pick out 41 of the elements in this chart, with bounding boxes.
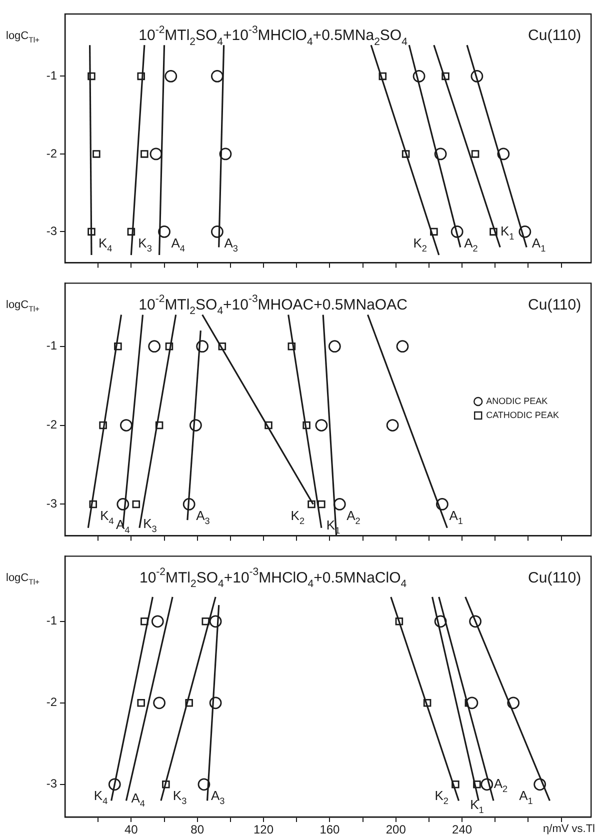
y-tick-label: -2 bbox=[46, 695, 58, 710]
y-tick-label: -1 bbox=[46, 614, 58, 628]
point bbox=[158, 226, 170, 238]
x-tick-label: 40 bbox=[124, 822, 138, 836]
y-tick-label: -3 bbox=[46, 496, 58, 511]
point bbox=[315, 419, 328, 432]
y-tick-label: -2 bbox=[46, 146, 58, 160]
point bbox=[92, 150, 100, 158]
x-tick-label: 240 bbox=[452, 822, 472, 836]
point bbox=[137, 699, 145, 707]
point bbox=[150, 148, 162, 160]
x-tick-label: 200 bbox=[386, 822, 406, 836]
x-axis-title: η/mV vs.Tl bbox=[543, 823, 596, 836]
y-tick-label: -1 bbox=[46, 68, 58, 83]
point bbox=[318, 500, 326, 508]
point bbox=[120, 419, 132, 432]
text: Cu(110) bbox=[528, 27, 582, 44]
y-tick-label: -2 bbox=[46, 418, 58, 432]
point bbox=[140, 150, 148, 158]
x-tick-label: 80 bbox=[190, 822, 204, 836]
point bbox=[148, 340, 161, 353]
x-tick-label: 120 bbox=[254, 822, 274, 836]
point bbox=[328, 340, 341, 353]
point bbox=[140, 618, 148, 626]
legend-label: CATHODIC PEAK bbox=[486, 410, 559, 420]
text: Cu(110) bbox=[528, 569, 582, 586]
point bbox=[132, 500, 140, 508]
point bbox=[386, 419, 399, 432]
point bbox=[396, 340, 409, 353]
point bbox=[164, 70, 178, 82]
point bbox=[211, 70, 224, 82]
y-tick-label: -3 bbox=[46, 776, 58, 791]
x-tick-label: 160 bbox=[320, 822, 340, 836]
point bbox=[471, 150, 480, 158]
legend-label: ANODIC PEAK bbox=[486, 396, 548, 406]
text: Cu(110) bbox=[528, 296, 582, 314]
point bbox=[151, 615, 164, 628]
y-tick-label: -3 bbox=[46, 224, 58, 238]
point bbox=[153, 696, 166, 710]
y-tick-label: -1 bbox=[46, 338, 58, 353]
point bbox=[333, 498, 346, 510]
